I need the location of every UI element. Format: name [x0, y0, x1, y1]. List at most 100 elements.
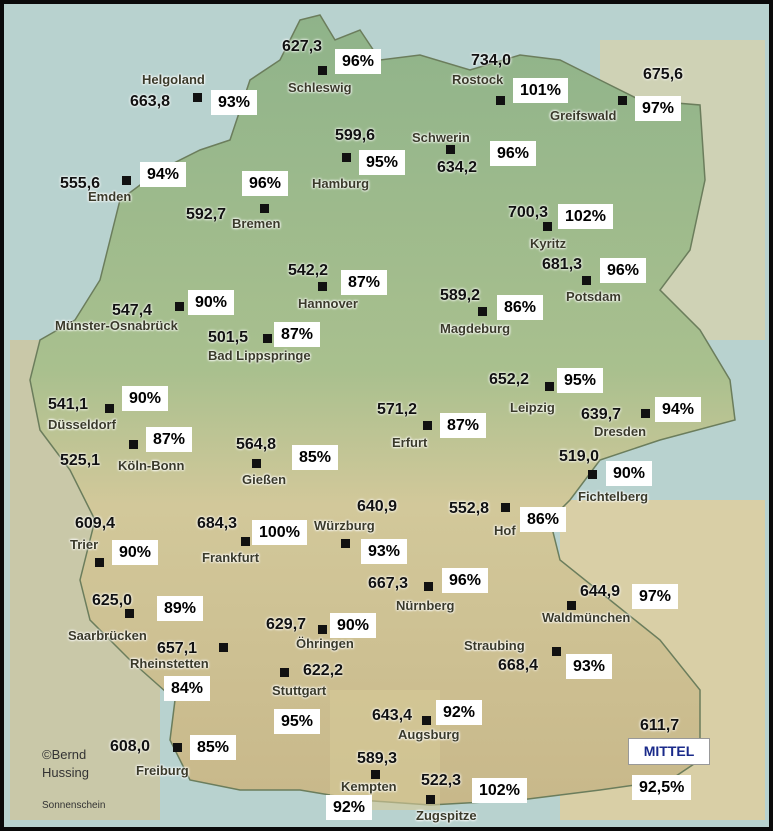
- station-name: Bad Lippspringe: [208, 348, 311, 363]
- bavaria-shading: [330, 690, 440, 810]
- station-name: Köln-Bonn: [118, 458, 185, 473]
- station-marker: [426, 795, 435, 804]
- station-marker: [193, 93, 202, 102]
- station-name: Leipzig: [510, 400, 555, 415]
- station-name: Stuttgart: [272, 683, 327, 698]
- station-percent: 101%: [513, 78, 568, 103]
- station-name: Düsseldorf: [48, 417, 116, 432]
- station-name: Greifswald: [550, 108, 617, 123]
- footer-label: Sonnenschein: [42, 800, 106, 811]
- station-name: Emden: [88, 189, 132, 204]
- station-percent: 96%: [335, 49, 382, 74]
- station-marker: [122, 176, 131, 185]
- station-percent: 102%: [472, 778, 527, 803]
- station-marker: [125, 609, 134, 618]
- station-value: 622,2: [303, 662, 344, 679]
- station-value: 542,2: [288, 262, 329, 279]
- station-name: Rheinstetten: [130, 656, 209, 671]
- station-name: Gießen: [242, 472, 287, 487]
- station-percent: 95%: [359, 150, 406, 175]
- station-percent: 86%: [520, 507, 567, 532]
- station-name: Bremen: [232, 216, 281, 231]
- station-value: 501,5: [208, 329, 249, 346]
- station-marker: [543, 222, 552, 231]
- station-value: 525,1: [60, 452, 101, 469]
- station-value: 552,8: [449, 500, 490, 517]
- station-value: 627,3: [282, 38, 323, 55]
- station-value: 608,0: [110, 738, 151, 755]
- station-value: 555,6: [60, 175, 101, 192]
- average-label: MITTEL: [628, 738, 710, 765]
- average-percent: 92,5%: [632, 775, 692, 800]
- station-name: Dresden: [594, 424, 647, 439]
- station-marker: [545, 382, 554, 391]
- station-marker: [582, 276, 591, 285]
- station-name: Freiburg: [136, 763, 189, 778]
- station-name: Potsdam: [566, 289, 621, 304]
- station-name: Helgoland: [142, 72, 205, 87]
- station-percent: 87%: [440, 413, 487, 438]
- station-name: Straubing: [464, 638, 525, 653]
- station-value: 592,7: [186, 206, 227, 223]
- station-percent: 96%: [242, 171, 289, 196]
- station-name: Kyritz: [530, 236, 567, 251]
- station-marker: [567, 601, 576, 610]
- station-marker: [318, 282, 327, 291]
- station-percent: 93%: [566, 654, 613, 679]
- station-name: Trier: [70, 537, 99, 552]
- station-marker: [641, 409, 650, 418]
- station-percent: 93%: [211, 90, 258, 115]
- station-marker: [423, 421, 432, 430]
- station-marker: [618, 96, 627, 105]
- station-value: 564,8: [236, 436, 277, 453]
- station-marker: [478, 307, 487, 316]
- station-name: Hamburg: [312, 176, 370, 191]
- station-percent: 90%: [330, 613, 377, 638]
- station-percent: 86%: [497, 295, 544, 320]
- station-value: 547,4: [112, 302, 153, 319]
- station-value: 589,3: [357, 750, 398, 767]
- station-name: Saarbrücken: [68, 628, 147, 643]
- station-percent: 102%: [558, 204, 613, 229]
- station-marker: [173, 743, 182, 752]
- station-percent: 93%: [361, 539, 408, 564]
- station-marker: [501, 503, 510, 512]
- station-value: 571,2: [377, 401, 418, 418]
- station-percent: 85%: [292, 445, 339, 470]
- station-value: 643,4: [372, 707, 413, 724]
- station-value: 667,3: [368, 575, 409, 592]
- station-marker: [241, 537, 250, 546]
- station-marker: [424, 582, 433, 591]
- station-name: Magdeburg: [440, 321, 511, 336]
- station-name: Kempten: [341, 779, 397, 794]
- station-value: 644,9: [580, 583, 621, 600]
- station-percent: 96%: [442, 568, 489, 593]
- station-percent: 87%: [146, 427, 193, 452]
- station-value: 734,0: [471, 52, 512, 69]
- station-percent: 90%: [188, 290, 235, 315]
- station-value: 599,6: [335, 127, 376, 144]
- station-percent: 97%: [632, 584, 679, 609]
- station-name: Schwerin: [412, 130, 470, 145]
- station-percent: 90%: [112, 540, 159, 565]
- station-value: 639,7: [581, 406, 622, 423]
- station-name: Würzburg: [314, 518, 375, 533]
- station-percent: 94%: [655, 397, 702, 422]
- station-percent: 87%: [274, 322, 321, 347]
- station-percent: 96%: [600, 258, 647, 283]
- station-name: Erfurt: [392, 435, 428, 450]
- station-value: 541,1: [48, 396, 89, 413]
- station-marker: [105, 404, 114, 413]
- station-name: Hannover: [298, 296, 358, 311]
- station-marker: [280, 668, 289, 677]
- station-value: 522,3: [421, 772, 462, 789]
- station-name: Frankfurt: [202, 550, 260, 565]
- station-marker: [95, 558, 104, 567]
- station-value: 675,6: [643, 66, 684, 83]
- station-value: 629,7: [266, 616, 307, 633]
- station-marker: [260, 204, 269, 213]
- station-percent: 90%: [606, 461, 653, 486]
- station-marker: [446, 145, 455, 154]
- station-percent: 90%: [122, 386, 169, 411]
- station-name: Öhringen: [296, 636, 354, 651]
